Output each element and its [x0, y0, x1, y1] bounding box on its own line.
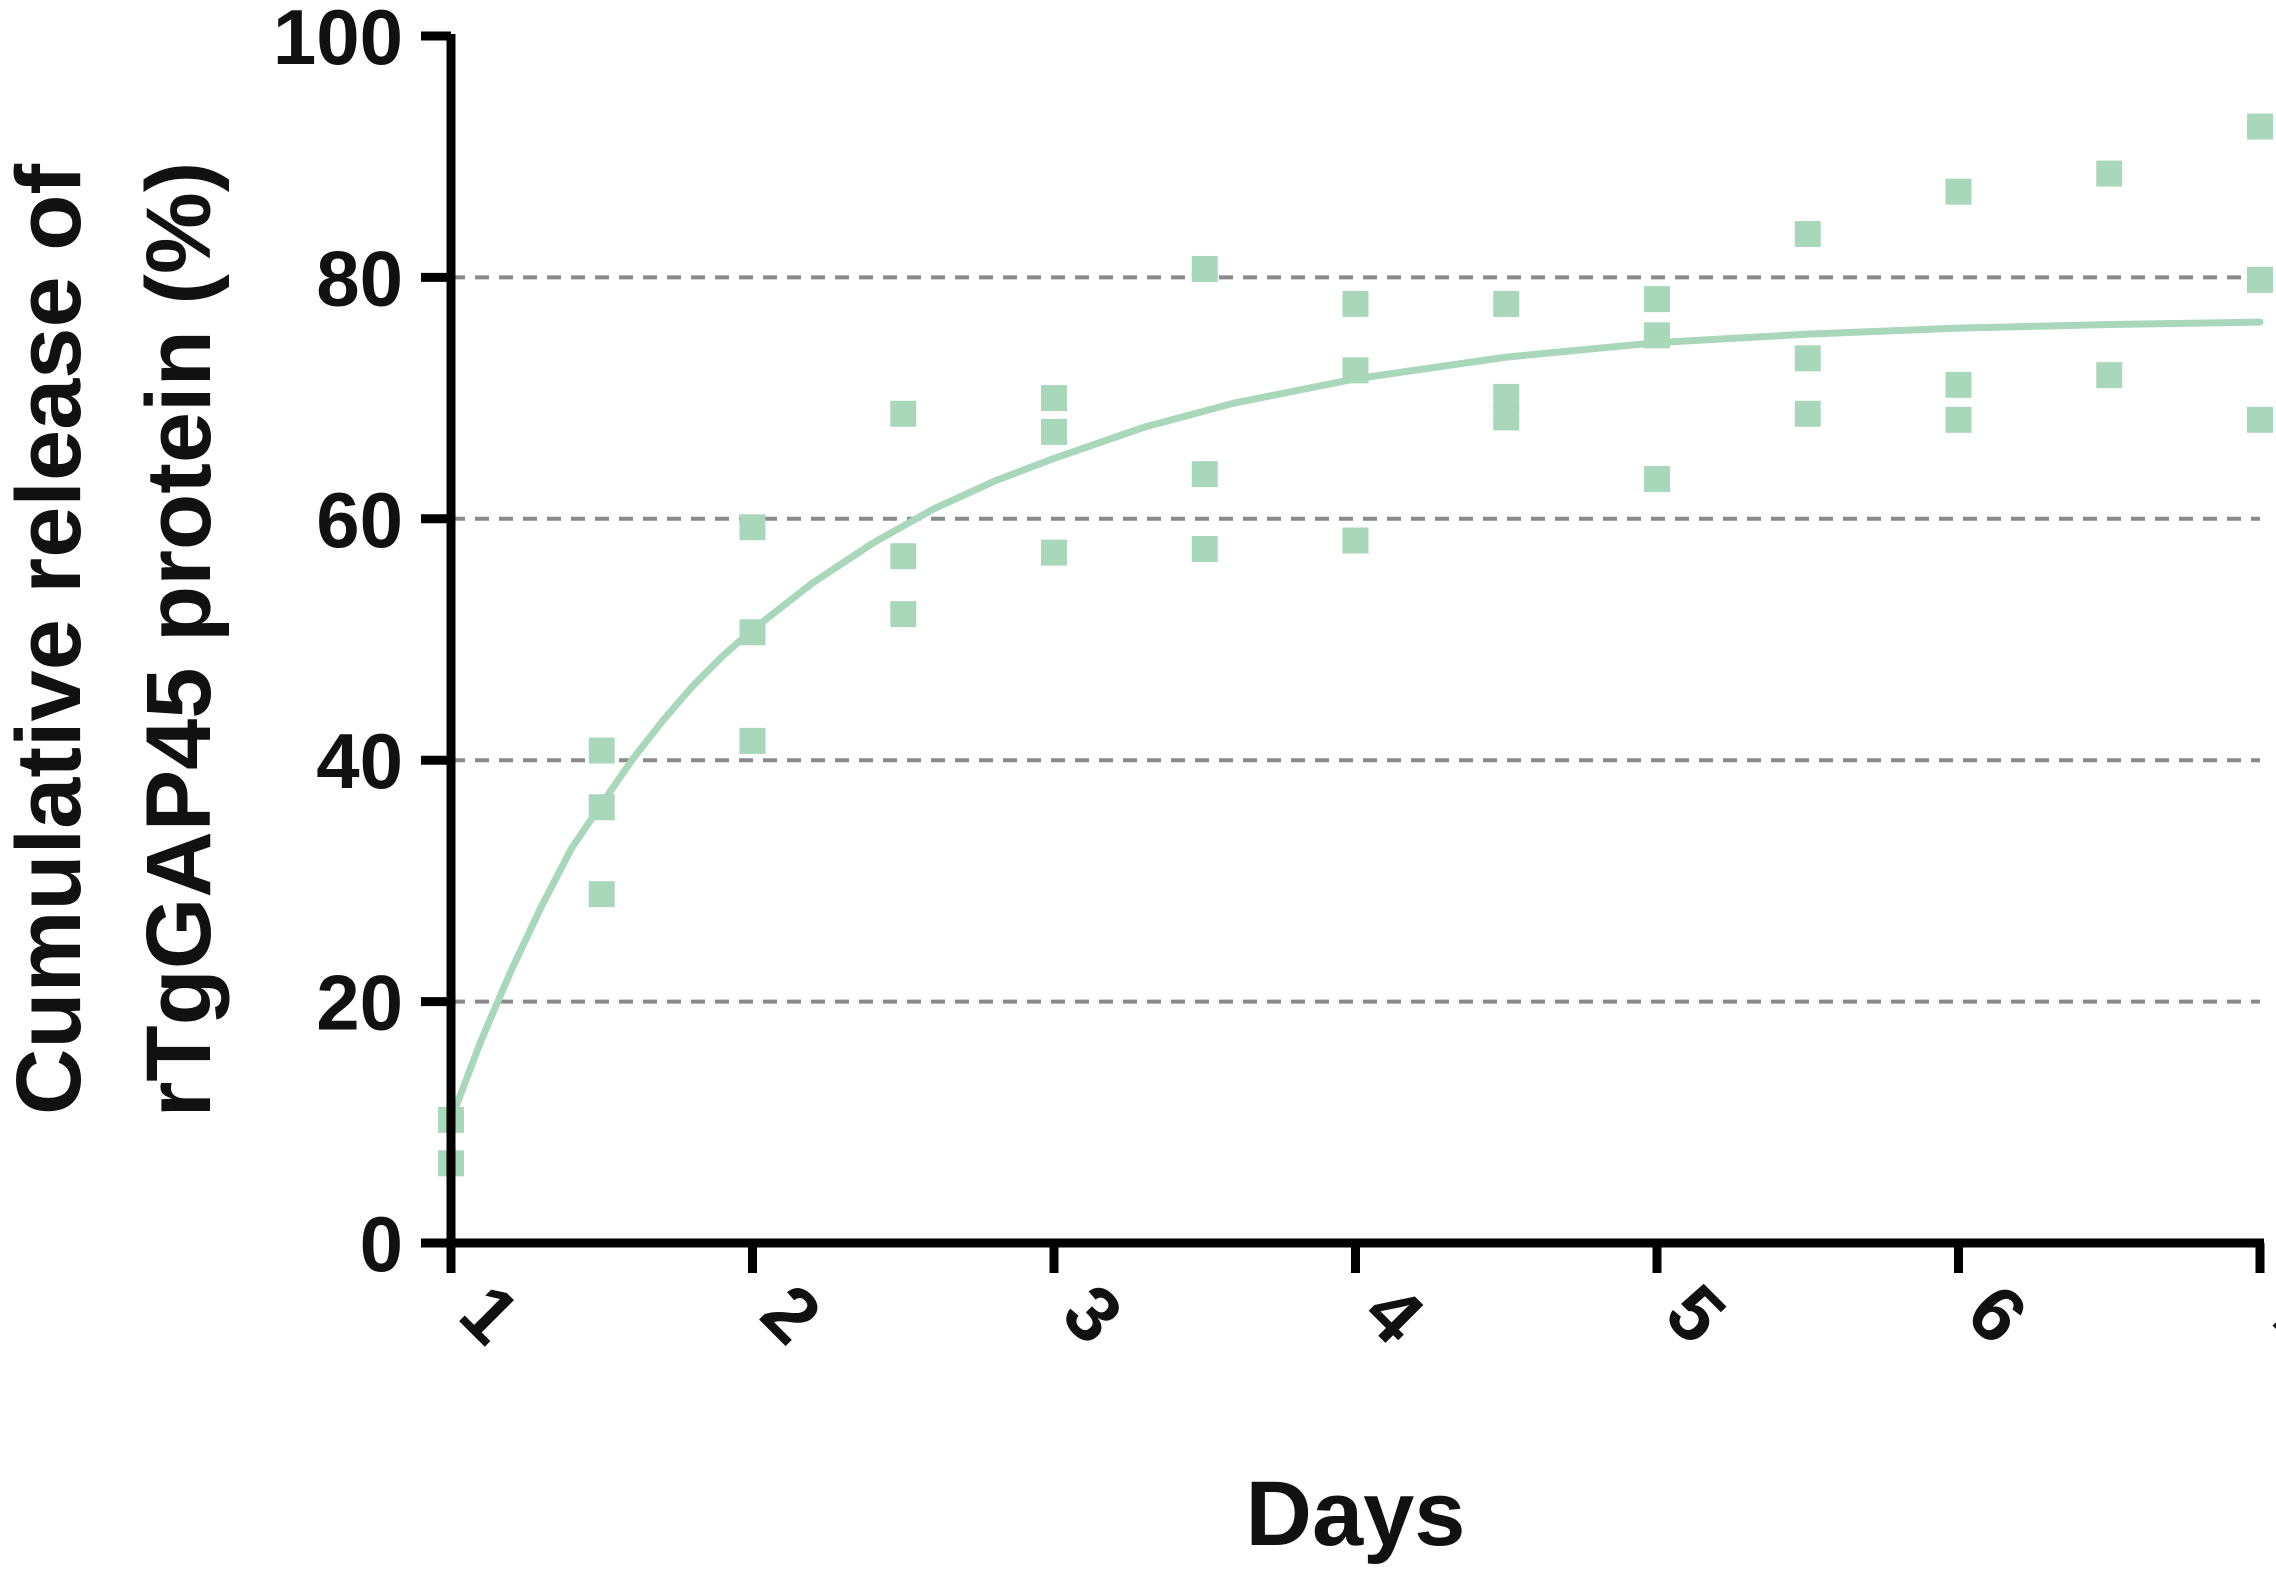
data-point [1041, 385, 1067, 412]
data-point [1945, 178, 1972, 205]
x-axis-title: Days [1246, 1463, 1466, 1565]
data-point [1644, 286, 1670, 313]
data-point [1191, 255, 1218, 282]
data-point [588, 794, 615, 821]
x-tick-label: 6 [1951, 1267, 2044, 1360]
y-axis-title-line-2: rTgGAP45 protein (%) [128, 162, 230, 1118]
x-tick-labels: 1 2 3 4 5 6 7 [444, 1267, 2276, 1360]
x-tick-label: 2 [745, 1267, 838, 1360]
data-point [2247, 113, 2273, 140]
data-point [1794, 220, 1821, 247]
data-point [739, 727, 766, 754]
y-tick-label: 0 [360, 1200, 403, 1288]
data-point [2247, 406, 2273, 433]
data-point [1041, 539, 1067, 566]
data-point [890, 601, 917, 628]
data-point [1342, 290, 1369, 317]
y-tick-label: 100 [273, 0, 403, 81]
data-point [588, 737, 615, 764]
data-point [1794, 345, 1821, 372]
y-tick-label: 80 [316, 234, 403, 322]
data-point [588, 881, 615, 908]
data-points-layer [438, 113, 2273, 1177]
data-point [1945, 371, 1972, 398]
data-point [1493, 404, 1520, 431]
data-point [1644, 465, 1670, 492]
y-tick-label: 40 [316, 717, 403, 805]
data-point [739, 619, 766, 646]
data-point [890, 400, 917, 427]
data-point [1794, 400, 1821, 427]
x-tick-label: 4 [1348, 1267, 1441, 1360]
data-point [1191, 461, 1218, 488]
data-point [2247, 266, 2273, 293]
x-tick-label: 7 [2253, 1267, 2276, 1360]
x-tick-label: 1 [444, 1267, 537, 1360]
data-point [1644, 322, 1670, 349]
y-tick-labels: 0 20 40 60 80 100 [273, 0, 403, 1288]
data-point [890, 543, 917, 570]
x-tick-label: 5 [1650, 1267, 1743, 1360]
data-point [1945, 406, 1972, 433]
y-axis-title-line-1: Cumulative release of [0, 164, 100, 1115]
data-point [2096, 160, 2123, 187]
y-tick-label: 60 [316, 476, 403, 564]
data-point [1342, 357, 1369, 384]
data-point [1041, 418, 1067, 445]
axes [421, 31, 2265, 1273]
gridlines [451, 275, 2260, 1004]
data-point [739, 514, 766, 541]
data-point [1191, 535, 1218, 562]
y-tick-label: 20 [316, 959, 403, 1047]
data-point [1493, 290, 1520, 317]
data-point [1342, 527, 1369, 554]
x-tick-label: 3 [1047, 1267, 1140, 1360]
data-point [2096, 362, 2123, 389]
